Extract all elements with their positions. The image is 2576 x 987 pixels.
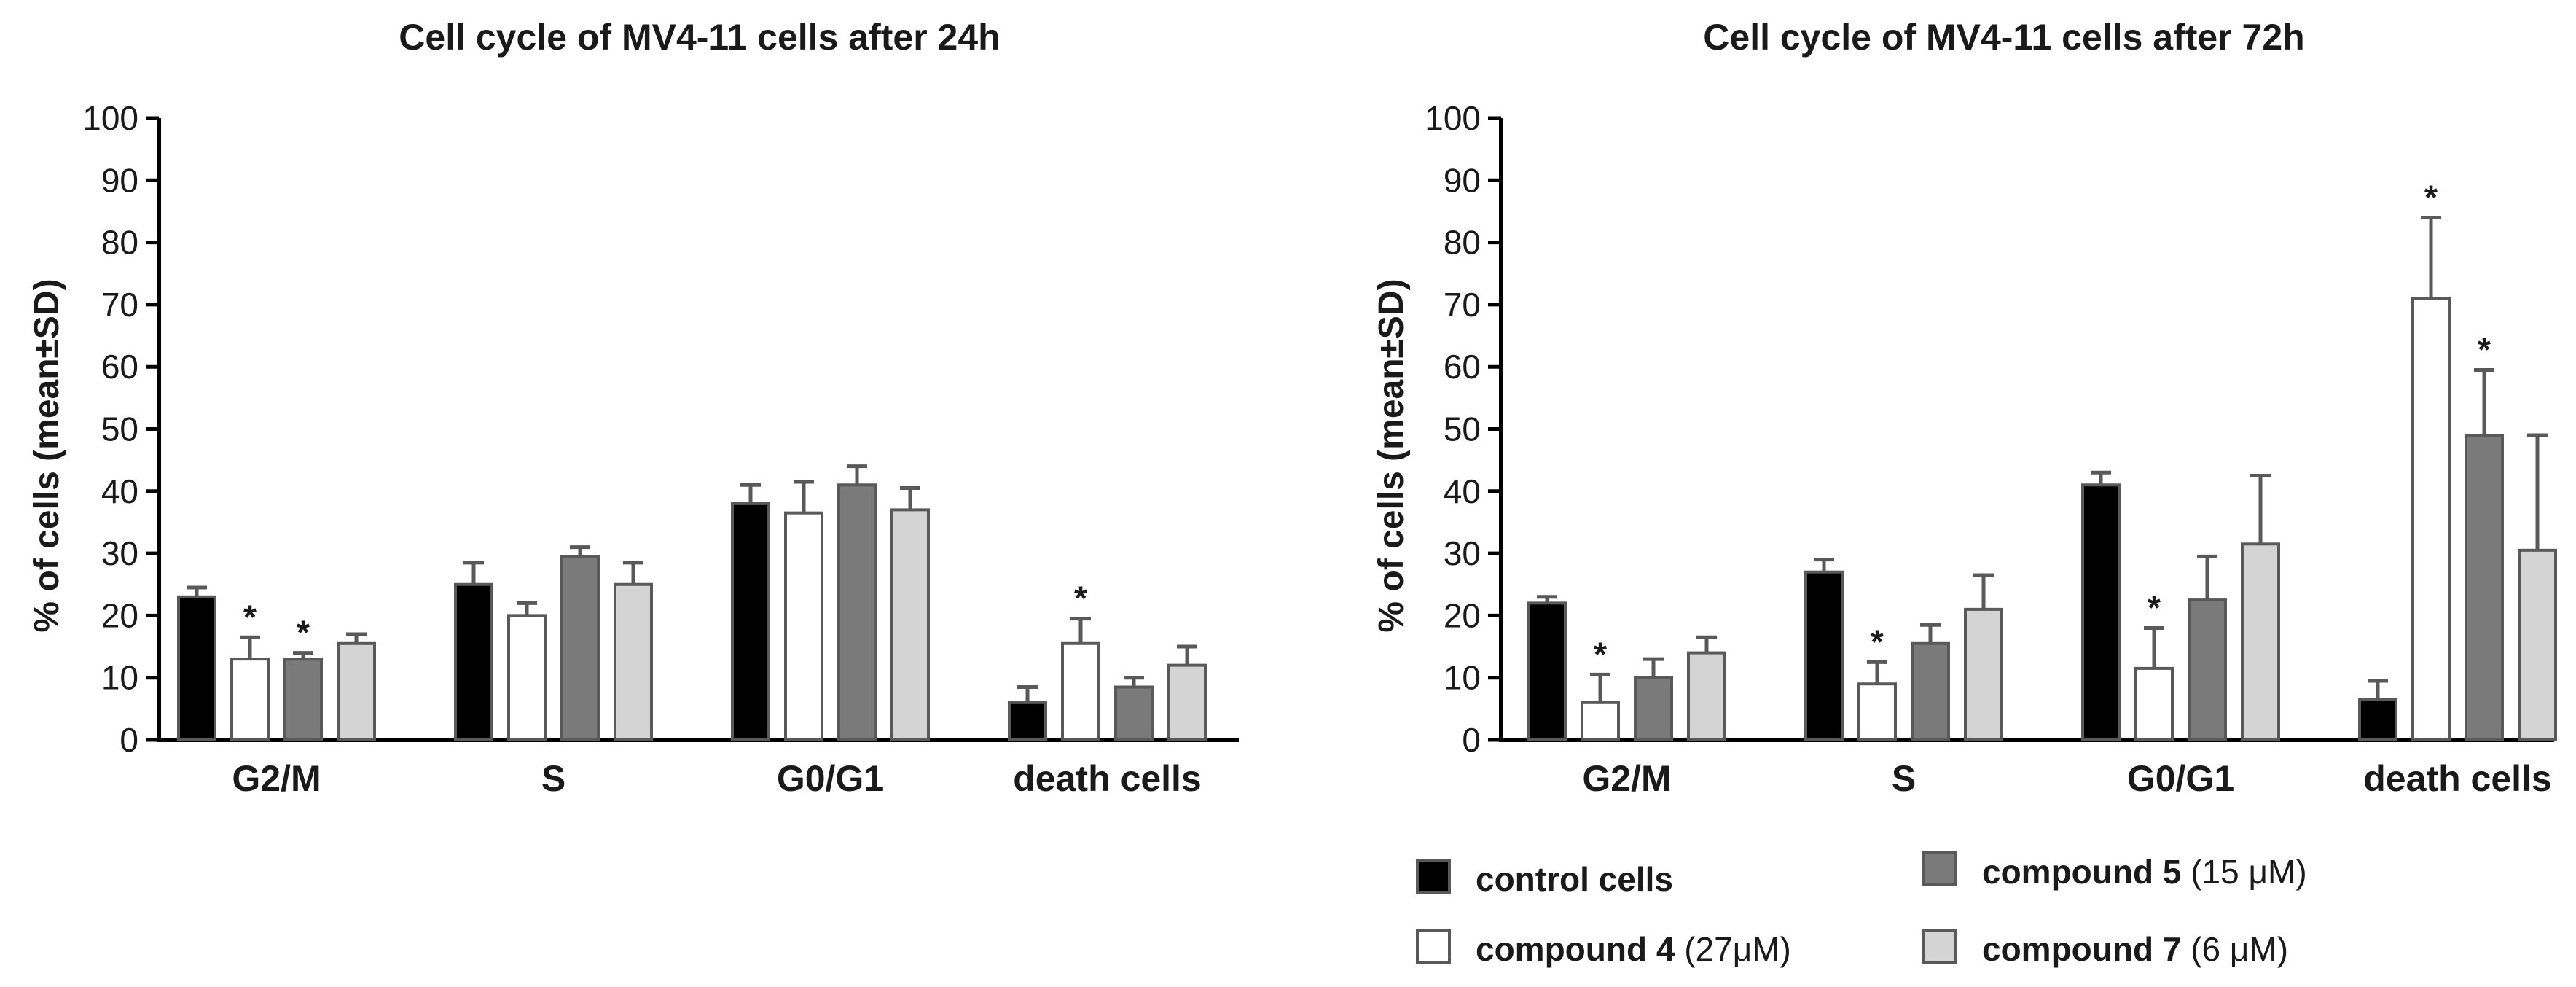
chart-24h-significance-star: * <box>243 598 257 636</box>
legend: control cells compound 4 (27μM) compound… <box>1416 851 2307 968</box>
chart-72h-bar <box>1857 682 1897 741</box>
chart-72h-bar <box>2358 698 2397 741</box>
chart-24h-bar <box>731 502 770 741</box>
legend-label-compound-4: compound 4 <box>1476 930 1675 968</box>
chart-24h-ytick-label: 80 <box>101 224 138 262</box>
chart-24h-bar <box>837 483 877 742</box>
chart-24h-bar <box>283 658 323 741</box>
legend-swatch-compound-4 <box>1416 929 1451 964</box>
chart-24h-bar <box>177 595 216 741</box>
chart-24h-ytick-label: 60 <box>101 348 138 386</box>
legend-item-compound-5: compound 5 (15 μM) <box>1922 851 2307 891</box>
chart-24h-category-label: G0/G1 <box>777 758 884 799</box>
svg-text:compound 5 (15 μM): compound 5 (15 μM) <box>1982 853 2307 891</box>
chart-72h-ytick-label: 20 <box>1444 596 1481 634</box>
chart-72h-significance-star: * <box>1871 623 1884 660</box>
chart-24h-ytick-label: 10 <box>101 659 138 697</box>
chart-72h-category-label: death cells <box>2363 758 2551 799</box>
chart-24h-ytick-label: 70 <box>101 286 138 324</box>
chart-24h-bar <box>1061 641 1100 741</box>
chart-72h-bar <box>1911 641 1950 741</box>
chart-24h-ytick-label: 20 <box>101 596 138 634</box>
legend-item-compound-4: compound 4 (27μM) <box>1416 929 1791 968</box>
chart-72h-ytick-label: 80 <box>1444 224 1481 262</box>
chart-24h-bar <box>1167 663 1207 742</box>
chart-72h-ytick-label: 90 <box>1444 161 1481 199</box>
chart-24h-bar <box>230 658 270 741</box>
chart-72h-significance-star: * <box>2424 178 2438 216</box>
chart-24h-category-label: G2/M <box>232 758 321 799</box>
legend-suffix-compound-7: (6 μM) <box>2181 930 2288 968</box>
chart-72h-bar <box>1687 651 1726 742</box>
chart-24h-ytick-label: 50 <box>101 410 138 448</box>
chart-24h-bar <box>1008 701 1047 742</box>
chart-72h-title: Cell cycle of MV4-11 cells after 72h <box>1703 17 2304 58</box>
legend-suffix-compound-5: (15 μM) <box>2181 853 2306 891</box>
chart-24h-ytick-label: 100 <box>82 99 138 137</box>
chart-24h-bar <box>890 508 930 741</box>
chart-24h-ytick-label: 40 <box>101 472 138 510</box>
legend-item-control: control cells <box>1416 859 1673 898</box>
chart-24h-bar <box>507 614 547 742</box>
chart-72h-bar <box>1804 570 1844 741</box>
chart-72h-category-label: G0/G1 <box>2127 758 2234 799</box>
legend-label-control: control cells <box>1476 860 1673 898</box>
chart-72h-significance-star: * <box>2148 588 2161 626</box>
chart-72h-bar <box>2081 483 2121 742</box>
chart-72h-ytick-label: 100 <box>1425 99 1481 137</box>
chart-72h-ylabel: % of cells (mean±SD) <box>1372 278 1411 632</box>
chart-72h: Cell cycle of MV4-11 cells after 72h % o… <box>1372 17 2557 799</box>
chart-72h-bar <box>2518 548 2557 742</box>
chart-24h-bar <box>614 582 653 741</box>
chart-72h-bar <box>1581 701 1620 742</box>
svg-text:control cells: control cells <box>1476 860 1673 898</box>
chart-24h-ytick-label: 30 <box>101 534 138 572</box>
chart-24h-ylabel: % of cells (mean±SD) <box>28 278 66 632</box>
chart-72h-bar <box>2241 542 2280 741</box>
chart-72h-ytick-label: 70 <box>1444 286 1481 324</box>
legend-label-compound-5: compound 5 <box>1982 853 2181 891</box>
chart-72h-ytick-label: 60 <box>1444 348 1481 386</box>
chart-72h-bar <box>2465 434 2504 742</box>
legend-suffix-compound-4: (27μM) <box>1675 930 1790 968</box>
chart-24h-significance-star: * <box>1074 580 1087 617</box>
chart-72h-category-label: S <box>1892 758 1916 799</box>
chart-24h-significance-star: * <box>297 614 310 652</box>
chart-72h-bar <box>2188 598 2227 742</box>
svg-text:compound 7 (6 μM): compound 7 (6 μM) <box>1982 930 2288 968</box>
chart-24h-bar <box>337 641 376 741</box>
chart-72h-bar <box>2411 297 2451 741</box>
legend-swatch-compound-7 <box>1922 929 1957 964</box>
chart-72h-ytick-label: 10 <box>1444 659 1481 697</box>
legend-label-compound-7: compound 7 <box>1982 930 2181 968</box>
chart-72h-ytick-label: 0 <box>1462 721 1481 759</box>
chart-24h-bar <box>454 582 493 741</box>
chart-72h-ytick-label: 30 <box>1444 534 1481 572</box>
legend-swatch-compound-5 <box>1922 851 1957 886</box>
chart-72h-significance-star: * <box>2478 330 2491 368</box>
legend-swatch-control <box>1416 859 1451 894</box>
chart-24h-ytick-label: 90 <box>101 161 138 199</box>
chart-72h-bar <box>1527 601 1567 742</box>
legend-item-compound-7: compound 7 (6 μM) <box>1922 929 2288 968</box>
chart-72h-bar <box>1634 676 1673 742</box>
chart-72h-significance-star: * <box>1594 635 1607 673</box>
chart-24h-ytick-label: 0 <box>120 721 138 759</box>
chart-72h-ytick-label: 40 <box>1444 472 1481 510</box>
chart-72h-marks: 0 10 20 30 40 50 60 70 80 90 100 * G2/M * S * G0/G1 * * dea… <box>1425 99 2557 799</box>
chart-24h-bar <box>560 555 600 741</box>
chart-72h-bar <box>1964 607 2003 741</box>
chart-24h-bar <box>1114 685 1154 741</box>
chart-24h: Cell cycle of MV4-11 cells after 24h % o… <box>28 17 1239 799</box>
chart-72h-ytick-label: 50 <box>1444 410 1481 448</box>
chart-24h-marks: 0 10 20 30 40 50 60 70 80 90 100 * * G2/M S G0/G1 * death… <box>82 99 1239 799</box>
chart-24h-category-label: death cells <box>1013 758 1201 799</box>
chart-24h-category-label: S <box>541 758 565 799</box>
chart-72h-bar <box>2134 666 2174 742</box>
svg-text:compound 4 (27μM): compound 4 (27μM) <box>1476 930 1791 968</box>
chart-72h-category-label: G2/M <box>1582 758 1671 799</box>
chart-24h-title: Cell cycle of MV4-11 cells after 24h <box>399 17 1000 58</box>
chart-24h-bar <box>784 511 823 742</box>
